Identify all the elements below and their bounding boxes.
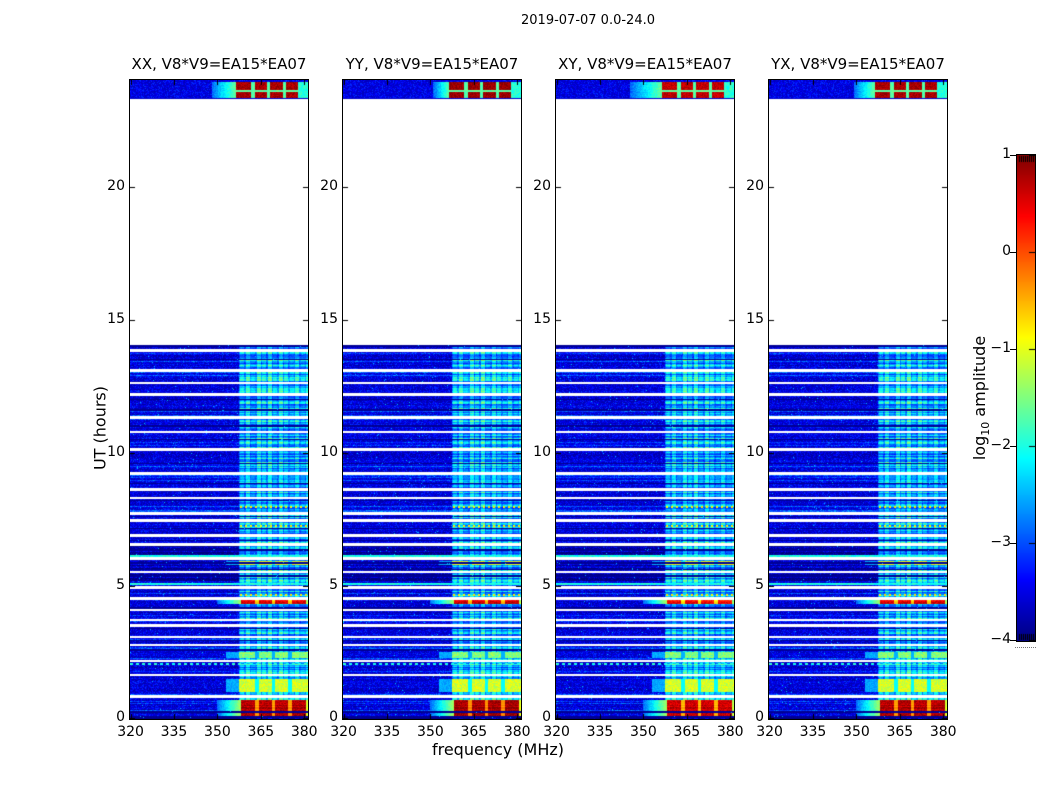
spectrogram-canvas-yy bbox=[343, 80, 521, 719]
colorbar-tick-mark bbox=[1010, 640, 1016, 641]
panel-yx: YX, V8*V9=EA15*EA07 bbox=[768, 55, 948, 720]
x-tick-label: 335 bbox=[373, 724, 401, 740]
x-tick-label: 350 bbox=[630, 724, 657, 740]
colorbar-tick-label: −3 bbox=[990, 534, 1011, 550]
x-tick-label: 380 bbox=[290, 724, 318, 740]
y-tick-label: 20 bbox=[746, 177, 764, 194]
panel-xx-title: XX, V8*V9=EA15*EA07 bbox=[131, 55, 307, 73]
x-tick-label: 350 bbox=[417, 724, 444, 740]
y-tick-label: 0 bbox=[329, 709, 338, 725]
y-tick-label: 5 bbox=[329, 576, 338, 593]
y-tick-label: 15 bbox=[746, 310, 764, 327]
spectrogram-canvas-xx bbox=[130, 80, 308, 719]
y-tick-label: 20 bbox=[107, 177, 125, 194]
colorbar-tick-mark bbox=[1010, 543, 1016, 544]
colorbar-tick-label: −1 bbox=[990, 340, 1011, 356]
x-tick-label: 335 bbox=[799, 724, 827, 740]
panel-xy: XY, V8*V9=EA15*EA07 bbox=[555, 55, 735, 720]
x-tick-label: 365 bbox=[673, 724, 701, 740]
y-tick-label: 0 bbox=[542, 709, 551, 725]
panel-xx: XX, V8*V9=EA15*EA07 bbox=[129, 55, 309, 720]
y-tick-label: 15 bbox=[320, 310, 338, 327]
spectrogram-canvas-xy bbox=[556, 80, 734, 719]
y-tick-label: 10 bbox=[320, 443, 338, 460]
x-tick-label: 320 bbox=[543, 724, 570, 740]
x-tick-label: 320 bbox=[756, 724, 783, 740]
x-tick-label: 335 bbox=[586, 724, 614, 740]
panel-yy-title: YY, V8*V9=EA15*EA07 bbox=[345, 55, 519, 73]
colorbar-canvas bbox=[1017, 155, 1035, 641]
colorbar-tick-label: 1 bbox=[1002, 146, 1011, 162]
y-tick-label: 20 bbox=[533, 177, 551, 194]
y-tick-label: 10 bbox=[533, 443, 551, 460]
colorbar-tick-mark bbox=[1010, 155, 1016, 156]
y-tick-label: 5 bbox=[542, 576, 551, 593]
colorbar-tick-label: 0 bbox=[1002, 243, 1011, 259]
colorbar-tick-label: −2 bbox=[990, 437, 1011, 453]
x-axis-label: frequency (MHz) bbox=[431, 740, 565, 759]
x-tick-label: 365 bbox=[886, 724, 914, 740]
y-tick-label: 0 bbox=[116, 709, 125, 725]
x-tick-label: 320 bbox=[330, 724, 357, 740]
x-tick-label: 380 bbox=[503, 724, 531, 740]
x-tick-label: 350 bbox=[204, 724, 231, 740]
colorbar-tick-label: −4 bbox=[990, 631, 1011, 647]
y-tick-label: 15 bbox=[533, 310, 551, 327]
colorbar-tick-mark bbox=[1010, 446, 1016, 447]
colorbar-tick-mark bbox=[1010, 349, 1016, 350]
x-tick-label: 365 bbox=[460, 724, 488, 740]
y-tick-label: 15 bbox=[107, 310, 125, 327]
figure-title: 2019-07-07 0.0-24.0 bbox=[521, 13, 655, 28]
y-tick-label: 0 bbox=[755, 709, 764, 725]
x-tick-label: 380 bbox=[716, 724, 744, 740]
x-tick-label: 365 bbox=[247, 724, 275, 740]
y-tick-label: 20 bbox=[320, 177, 338, 194]
colorbar-bottom-dotted-line bbox=[1015, 647, 1036, 648]
colorbar bbox=[1016, 154, 1036, 642]
panel-yy: YY, V8*V9=EA15*EA07 bbox=[342, 55, 522, 720]
y-tick-label: 10 bbox=[746, 443, 764, 460]
y-tick-label: 5 bbox=[116, 576, 125, 593]
x-tick-label: 335 bbox=[160, 724, 188, 740]
panel-yx-title: YX, V8*V9=EA15*EA07 bbox=[771, 55, 945, 73]
spectrogram-canvas-yx bbox=[769, 80, 947, 719]
colorbar-label-subscript: 10 bbox=[979, 421, 993, 436]
y-tick-label: 10 bbox=[107, 443, 125, 460]
x-tick-label: 380 bbox=[929, 724, 957, 740]
panel-xy-title: XY, V8*V9=EA15*EA07 bbox=[558, 55, 732, 73]
colorbar-tick-mark bbox=[1010, 252, 1016, 253]
y-tick-label: 5 bbox=[755, 576, 764, 593]
x-tick-label: 320 bbox=[117, 724, 144, 740]
x-tick-label: 350 bbox=[843, 724, 870, 740]
